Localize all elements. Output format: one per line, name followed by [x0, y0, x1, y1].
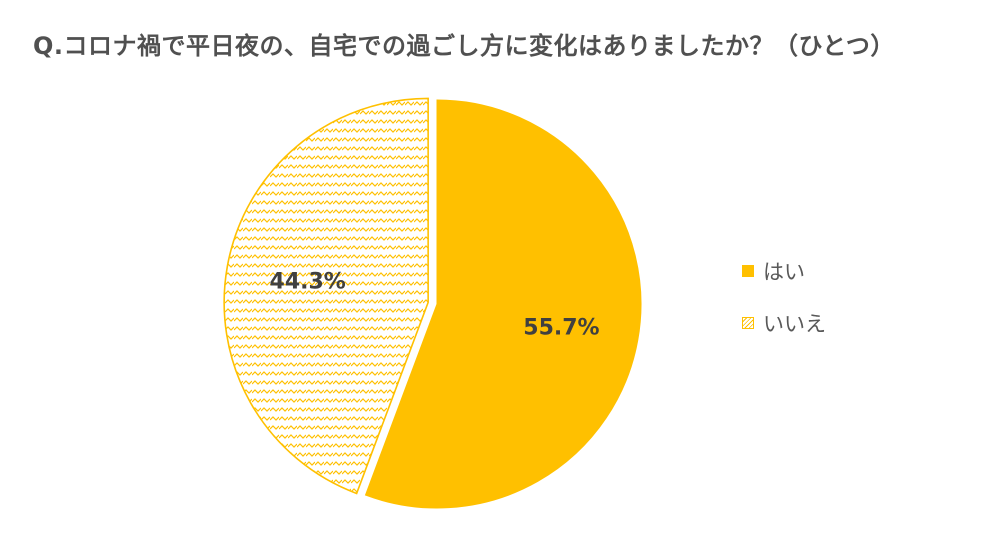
legend-swatch-yes — [742, 265, 754, 277]
slice-yes — [364, 99, 642, 509]
slice-label-yes: 55.7% — [523, 316, 599, 341]
legend-item-yes: はい — [742, 258, 826, 284]
legend: はい いいえ — [742, 258, 826, 362]
legend-label-yes: はい — [763, 260, 805, 284]
legend-swatch-no — [742, 317, 754, 329]
slice-label-no: 44.3% — [270, 270, 346, 295]
chart-title: Q.コロナ禍で平日夜の、自宅での過ごし方に変化はありましたか？（ひとつ） — [33, 32, 895, 60]
legend-label-no: いいえ — [763, 312, 826, 336]
legend-item-no: いいえ — [742, 310, 826, 336]
slice-no — [223, 97, 429, 495]
